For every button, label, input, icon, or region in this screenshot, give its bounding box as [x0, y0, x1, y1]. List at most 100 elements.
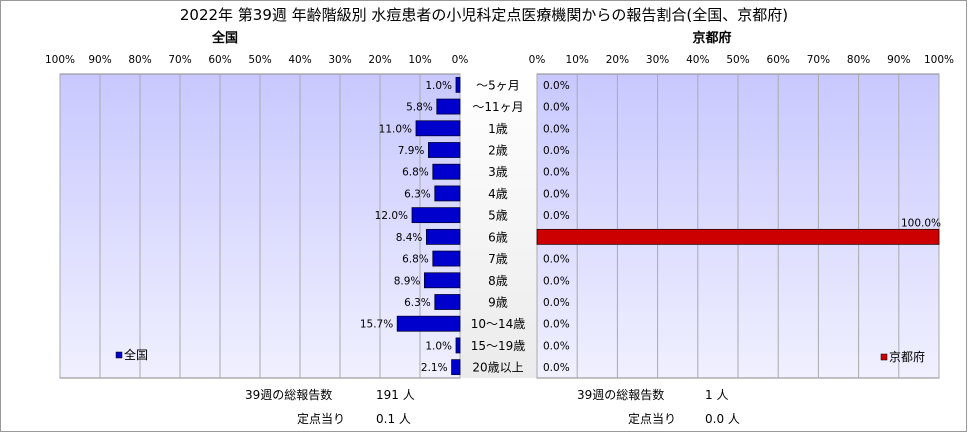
right-bars [536, 228, 940, 245]
value-label-kyoto: 0.0% [543, 167, 570, 179]
right-value-labels: 0.0% 0.0% 0.0% 0.0% 0.0% 0.0% 0.0% 100.0% 0.0% 0.… [543, 80, 941, 374]
bar-national [455, 76, 461, 93]
bar-national [427, 142, 461, 158]
value-label-national: 5.8% [406, 102, 433, 114]
value-label-national: 2.1% [421, 362, 448, 374]
value-label-kyoto: 100.0% [901, 217, 941, 229]
value-label-national: 1.0% [425, 340, 452, 352]
legend-label-national: 全国 [124, 347, 148, 362]
right-tick-label: 80% [847, 54, 870, 66]
category-label: 1歳 [488, 122, 508, 136]
category-band [460, 74, 537, 378]
kyoto-per-label: 定点当り [628, 411, 676, 426]
value-label-national: 8.9% [394, 275, 421, 287]
right-gridlines [536, 74, 940, 378]
right-tick-labels: 0% 10% 20% 30% 40% 50% 60% 70% 80% 90% 100% [529, 54, 954, 66]
left-tick-label: 0% [452, 54, 469, 66]
value-label-national: 6.3% [404, 188, 431, 200]
national-total-value: 191 人 [376, 388, 415, 402]
left-tick-label: 50% [248, 54, 271, 66]
bar-kyoto [536, 228, 940, 245]
left-bars [396, 76, 461, 376]
left-tick-label: 60% [208, 54, 231, 66]
value-label-kyoto: 0.0% [543, 254, 570, 266]
value-label-kyoto: 0.0% [543, 319, 570, 331]
right-tick-label: 10% [566, 54, 589, 66]
footer-national: 39週の総報告数 191 人 定点当り 0.1 人 [245, 387, 415, 426]
value-label-national: 12.0% [375, 210, 408, 222]
left-tick-label: 90% [88, 54, 111, 66]
value-label-kyoto: 0.0% [543, 188, 570, 200]
bar-national [423, 272, 461, 289]
kyoto-total-value: 1 人 [705, 388, 728, 402]
right-tick-label: 40% [686, 54, 709, 66]
left-tick-label: 10% [408, 54, 431, 66]
right-tick-label: 60% [767, 54, 790, 66]
value-label-national: 6.8% [402, 167, 429, 179]
legend-label-kyoto: 京都府 [889, 349, 925, 364]
value-label-kyoto: 0.0% [543, 297, 570, 309]
value-label-national: 6.8% [402, 254, 429, 266]
legend-kyoto: 京都府 [880, 349, 925, 364]
kyoto-total-label: 39週の総報告数 [577, 387, 664, 402]
bar-national [411, 207, 461, 224]
left-tick-label: 40% [288, 54, 311, 66]
right-tick-label: 70% [807, 54, 830, 66]
value-label-national: 15.7% [360, 319, 393, 331]
category-label: 9歳 [488, 296, 508, 310]
bar-national [425, 228, 461, 245]
right-tick-label: 50% [726, 54, 749, 66]
chart-title: 2022年 第39週 年齢階級別 水痘患者の小児科定点医療機関からの報告割合(全… [180, 6, 788, 24]
left-panel-title: 全国 [211, 30, 238, 46]
category-label: 3歳 [488, 165, 508, 179]
category-label: 10～14歳 [471, 317, 526, 331]
left-value-labels: 1.0% 5.8% 11.0% 7.9% 6.8% 6.3% 12.0% 8.4% 6.8% 8.… [360, 80, 452, 374]
left-tick-label: 100% [45, 54, 75, 66]
right-tick-label: 90% [887, 54, 910, 66]
value-label-kyoto: 0.0% [543, 362, 570, 374]
value-label-kyoto: 0.0% [543, 210, 570, 222]
category-label: 7歳 [488, 252, 508, 266]
value-label-national: 1.0% [425, 80, 452, 92]
bar-national [434, 294, 461, 310]
bar-national [436, 98, 461, 115]
right-tick-label: 0% [529, 54, 546, 66]
value-label-national: 8.4% [396, 232, 423, 244]
national-total-label: 39週の総報告数 [245, 387, 332, 402]
category-label: 4歳 [488, 187, 508, 201]
left-tick-label: 30% [328, 54, 351, 66]
legend-swatch-kyoto [880, 353, 888, 361]
category-label: 5歳 [488, 209, 508, 223]
value-label-kyoto: 0.0% [543, 275, 570, 287]
bar-national [434, 185, 461, 202]
value-label-kyoto: 0.0% [543, 145, 570, 157]
value-label-kyoto: 0.0% [543, 123, 570, 135]
kyoto-per-value: 0.0 人 [705, 412, 740, 426]
category-labels: ～5ヶ月 ～11ヶ月 1歳 2歳 3歳 4歳 5歳 6歳 7歳 8歳 9歳 10～14歳 15～19歳 2… [471, 78, 526, 374]
value-label-national: 11.0% [379, 123, 412, 135]
value-label-national: 7.9% [398, 145, 425, 157]
value-label-kyoto: 0.0% [543, 102, 570, 114]
left-tick-labels: 0% 10% 20% 30% 40% 50% 60% 70% 80% 90% 100% [45, 54, 468, 66]
left-tick-label: 70% [168, 54, 191, 66]
value-label-national: 6.3% [404, 297, 431, 309]
left-tick-label: 80% [128, 54, 151, 66]
right-panel-title: 京都府 [692, 30, 731, 46]
bar-national [396, 315, 461, 332]
category-label: 2歳 [488, 144, 508, 158]
bar-national [432, 250, 461, 267]
legend-swatch-national [115, 351, 123, 359]
national-per-label: 定点当り [297, 411, 345, 426]
category-label: 15～19歳 [471, 339, 526, 353]
right-tick-label: 30% [646, 54, 669, 66]
left-tick-label: 20% [368, 54, 391, 66]
legend-national: 全国 [115, 347, 148, 362]
national-per-value: 0.1 人 [376, 412, 411, 426]
bar-national [455, 337, 461, 354]
category-label: 20歳以上 [472, 361, 523, 375]
value-label-kyoto: 0.0% [543, 80, 570, 92]
category-label: 8歳 [488, 274, 508, 288]
category-label: 6歳 [488, 230, 508, 244]
footer-kyoto: 39週の総報告数 1 人 定点当り 0.0 人 [577, 387, 740, 426]
